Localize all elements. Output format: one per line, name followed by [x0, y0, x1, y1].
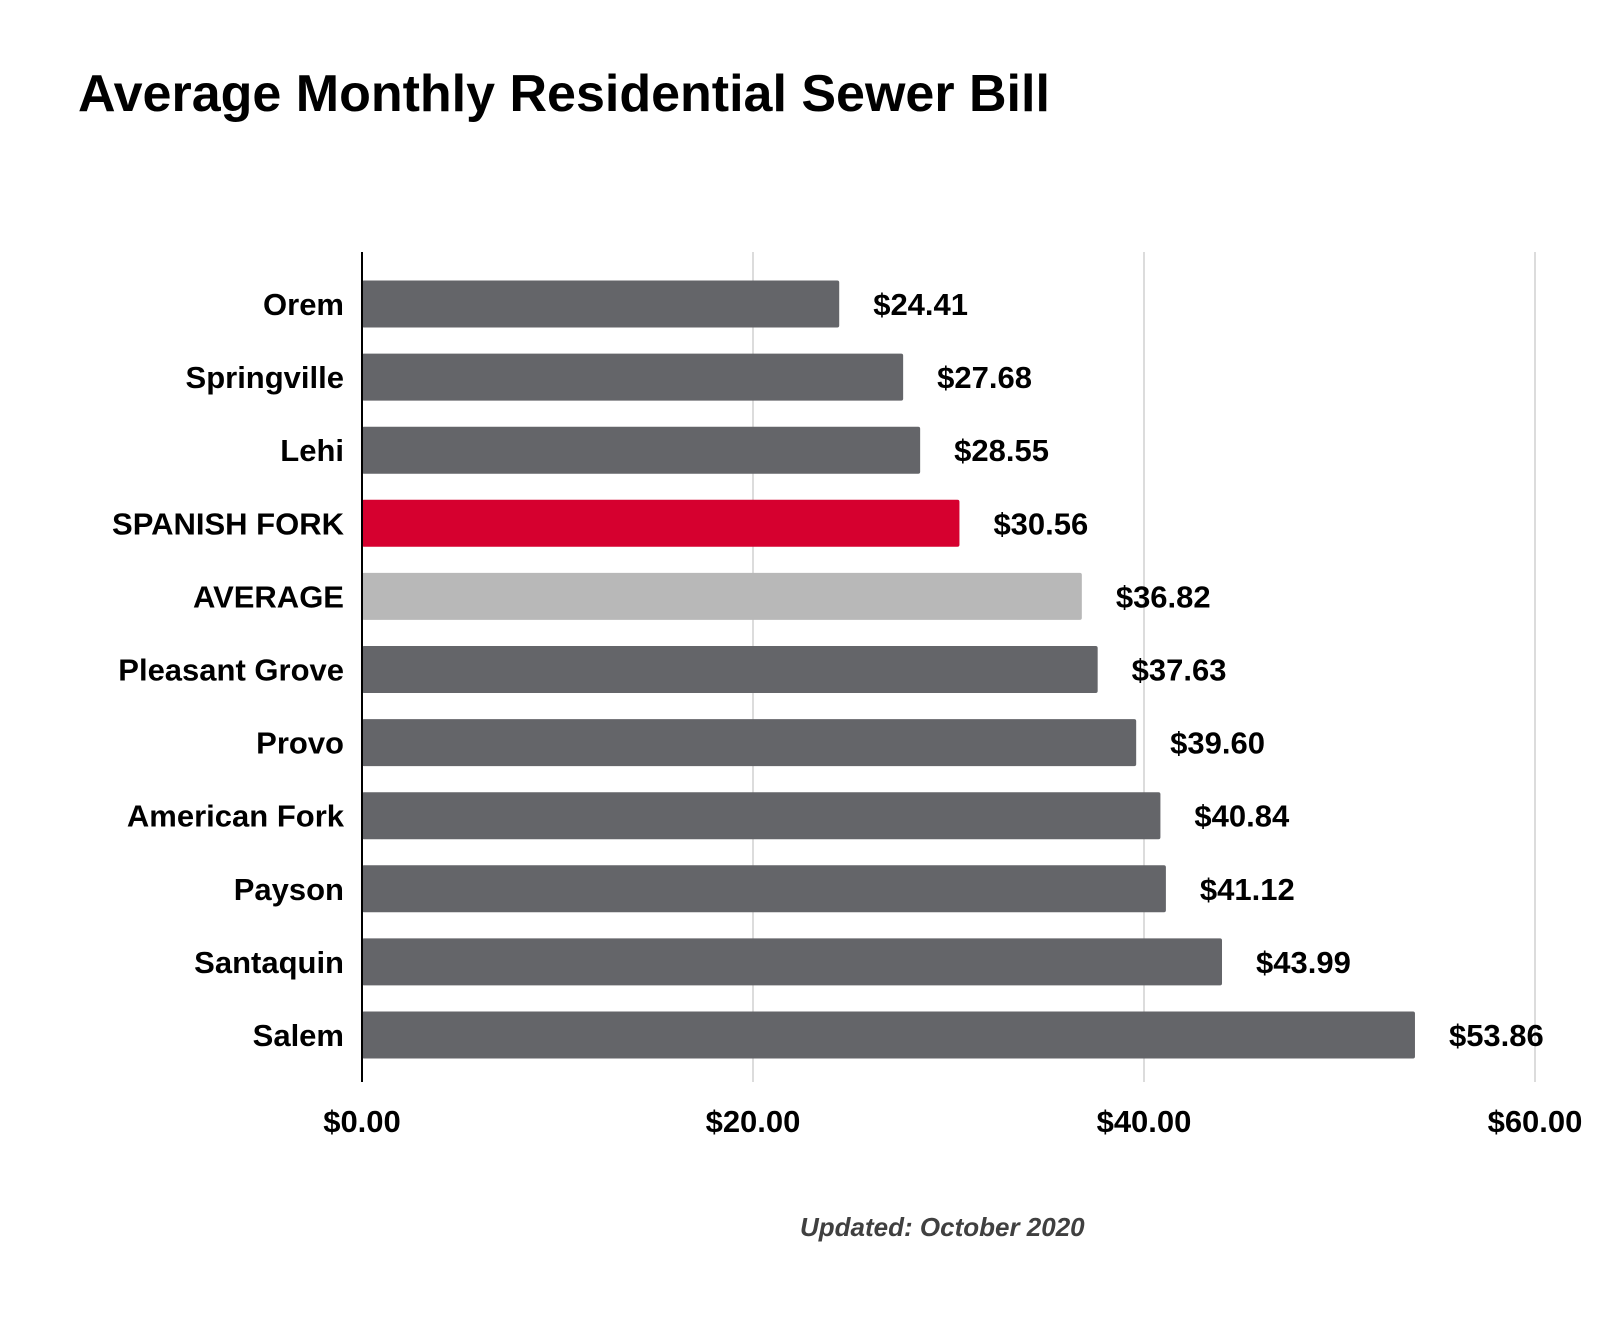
bar-pleasant-grove — [362, 646, 1098, 693]
bar-springville — [362, 353, 904, 401]
bar-payson — [362, 865, 1166, 913]
bar-santaquin — [362, 938, 1223, 986]
value-label: $28.55 — [954, 433, 1049, 468]
x-tick-label: $60.00 — [1488, 1104, 1583, 1139]
category-label: Pleasant Grove — [118, 653, 344, 688]
x-tick-label: $40.00 — [1097, 1104, 1192, 1139]
x-tick-label: $20.00 — [706, 1104, 801, 1139]
category-label: Salem — [253, 1018, 344, 1053]
value-label: $40.84 — [1194, 799, 1290, 834]
bar-lehi — [362, 426, 921, 474]
category-label: Provo — [256, 726, 344, 761]
bar-average — [362, 572, 1082, 620]
value-label: $41.12 — [1200, 872, 1295, 907]
value-label: $27.68 — [937, 360, 1032, 395]
chart-title: Average Monthly Residential Sewer Bill — [78, 65, 1050, 123]
x-tick-label: $0.00 — [323, 1104, 401, 1139]
bar-salem — [362, 1011, 1415, 1059]
category-label: Lehi — [280, 433, 344, 468]
value-label: $53.86 — [1449, 1018, 1544, 1053]
value-label: $39.60 — [1170, 726, 1265, 761]
bar-provo — [362, 719, 1137, 767]
bar-orem — [362, 280, 840, 328]
category-label: American Fork — [127, 799, 345, 834]
value-label: $37.63 — [1132, 653, 1227, 688]
bar-american-fork — [362, 792, 1161, 840]
value-label: $30.56 — [993, 506, 1088, 541]
category-label: AVERAGE — [193, 579, 344, 614]
category-label: Springville — [186, 360, 344, 395]
value-label: $24.41 — [873, 287, 968, 322]
updated-footnote: Updated: October 2020 — [800, 1212, 1085, 1242]
category-label: Santaquin — [194, 945, 344, 980]
value-label: $36.82 — [1116, 579, 1211, 614]
category-label: Payson — [234, 872, 344, 907]
value-label: $43.99 — [1256, 945, 1351, 980]
category-label: SPANISH FORK — [112, 506, 345, 541]
category-label: Orem — [263, 287, 344, 322]
bar-spanish-fork — [362, 499, 960, 547]
